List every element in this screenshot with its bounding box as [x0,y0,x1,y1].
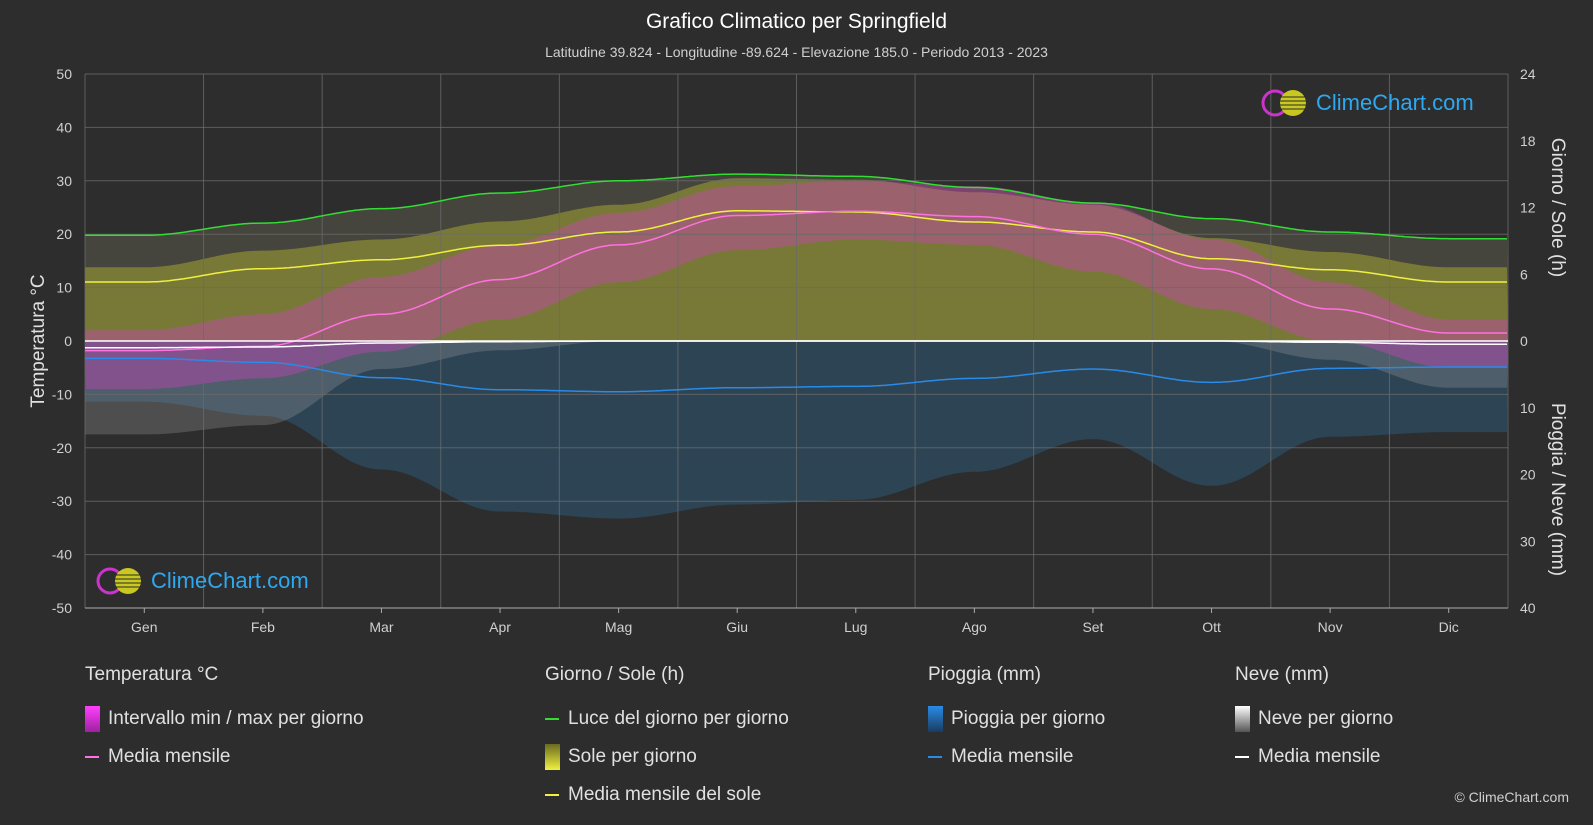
swatch-sunshine [545,744,560,770]
y-tick-label: -10 [52,386,72,402]
legend-item: Sole per giorno [545,738,789,776]
y3-tick-label: 20 [1520,467,1536,483]
x-tick-label: Lug [844,619,867,635]
legend-label: Pioggia per giorno [951,708,1106,729]
legend-temperature: Temperatura °C Intervallo min / max per … [85,664,364,776]
rain-mean-line [85,357,1507,393]
chart-title: Grafico Climatico per Springfield [645,10,948,33]
swatch-sunshine-mean [545,794,559,796]
y3-axis-title: Pioggia / Neve (mm) [1547,403,1568,576]
sunshine-mean-line [85,210,1507,283]
y-tick-label: 0 [64,333,72,349]
swatch-temp-range [85,706,100,732]
chart-subtitle: Latitudine 39.824 - Longitudine -89.624 … [545,44,1048,60]
y-tick-label: -50 [52,600,72,616]
x-tick-label: Giu [726,619,748,635]
x-tick-label: Apr [489,619,511,635]
x-tick-label: Mar [369,619,393,635]
legend-snow: Neve (mm) Neve per giorno Media mensile [1235,664,1393,776]
brand-text: ClimeChart.com [1316,90,1474,115]
legend-label: Sole per giorno [568,746,697,767]
x-tick-label: Gen [131,619,157,635]
y2-tick-label: 12 [1520,200,1536,216]
y3-tick-label: 40 [1520,600,1536,616]
legend-label: Luce del giorno per giorno [568,708,789,729]
copyright: © ClimeChart.com [1454,789,1569,805]
y2-tick-label: 24 [1520,66,1536,82]
y2-tick-label: 6 [1520,266,1528,282]
swatch-daylight [545,718,559,720]
legend-label: Intervallo min / max per giorno [108,708,364,729]
y2-axis-title: Giorno / Sole (h) [1547,138,1568,277]
brand-logo-top: ClimeChart.com [1260,88,1474,118]
x-tick-label: Dic [1439,619,1459,635]
daylight-line [85,173,1507,240]
y-tick-label: 50 [56,66,72,82]
legend-label: Media mensile [951,746,1074,767]
y2-tick-label: 18 [1520,133,1536,149]
climechart-logo-icon [96,567,142,595]
legend-label: Media mensile del sole [568,784,762,805]
x-tick-label: Nov [1318,619,1343,635]
swatch-rain [928,706,943,732]
legend-sun: Giorno / Sole (h) Luce del giorno per gi… [545,664,789,814]
legend-item: Media mensile [85,738,364,776]
legend-title: Temperatura °C [85,664,219,685]
legend-item: Media mensile [1235,738,1393,776]
x-tick-label: Ott [1202,619,1221,635]
legend-label: Media mensile [1258,746,1381,767]
y-tick-label: -40 [52,547,72,563]
y-tick-label: 20 [56,226,72,242]
swatch-snow [1235,706,1250,732]
snow-area [85,341,1508,435]
y-axis-title: Temperatura °C [28,274,49,407]
y-tick-label: -30 [52,493,72,509]
x-tick-label: Feb [251,619,275,635]
legend-item: Intervallo min / max per giorno [85,700,364,738]
legend-label: Neve per giorno [1258,708,1394,729]
x-tick-label: Set [1082,619,1103,635]
legend-item: Media mensile [928,738,1105,776]
x-tick-label: Ago [962,619,987,635]
y-tick-label: 40 [56,119,72,135]
legend-rain: Pioggia (mm) Pioggia per giorno Media me… [928,664,1105,776]
swatch-temp-mean [85,756,99,758]
legend-item: Pioggia per giorno [928,700,1105,738]
legend-item: Neve per giorno [1235,700,1393,738]
swatch-rain-mean [928,756,942,758]
y-tick-label: -20 [52,440,72,456]
legend-label: Media mensile [108,746,231,767]
y-tick-label: 30 [56,173,72,189]
legend-item: Luce del giorno per giorno [545,700,789,738]
temp-mean-line [85,210,1507,352]
swatch-snow-mean [1235,756,1249,758]
x-tick-label: Mag [605,619,632,635]
legend-title: Neve (mm) [1235,664,1329,685]
legend-title: Pioggia (mm) [928,664,1041,685]
legend-item: Media mensile del sole [545,776,789,814]
y3-tick-label: 30 [1520,533,1536,549]
y-tick-label: 10 [56,280,72,296]
y3-tick-label: 10 [1520,400,1536,416]
brand-logo-bottom: ClimeChart.com [95,566,309,596]
climechart-logo-icon [1261,89,1307,117]
y2-tick-label: 0 [1520,333,1528,349]
legend-title: Giorno / Sole (h) [545,664,685,685]
climate-chart: 50 40 30 20 10 0 -10 -20 -30 -40 -50 24 18 12 6 0 10 20 30… [28,66,1568,635]
brand-text: ClimeChart.com [151,568,309,593]
